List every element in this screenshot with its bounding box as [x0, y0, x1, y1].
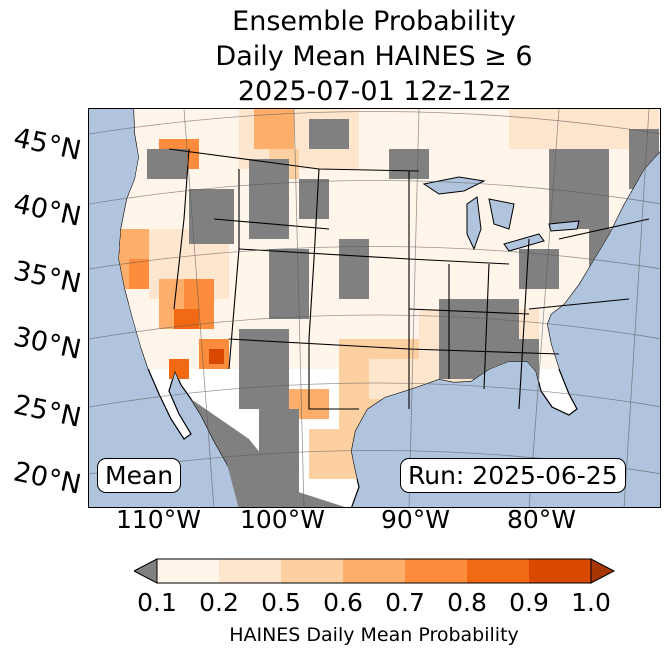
latitude-line	[89, 180, 660, 205]
no-data-area	[269, 249, 309, 319]
colorbar-tick-0-7: 0.7	[385, 588, 425, 617]
no-data-area	[549, 149, 609, 229]
shading-patch	[389, 189, 449, 309]
map-title-line3: 2025-07-01 12z-12z	[237, 76, 511, 107]
state-border	[228, 248, 240, 370]
lat-label-45n: 45°N	[10, 122, 84, 167]
lake	[488, 198, 515, 230]
state-border	[518, 238, 530, 410]
state-border	[483, 263, 490, 390]
colorbar-bin	[157, 559, 219, 583]
map-title-line1: Ensemble Probability	[232, 6, 516, 37]
state-border	[408, 308, 530, 315]
state-border	[213, 218, 330, 230]
no-data-area	[147, 149, 187, 179]
latitude-line	[89, 314, 660, 340]
colorbar-over-arrow	[590, 558, 616, 584]
colorbar-bin	[529, 559, 591, 583]
lat-label-40n: 40°N	[10, 188, 84, 233]
lon-label-90w: 90°W	[381, 505, 451, 534]
no-data-area	[191, 399, 345, 507]
colorbar-tick-0-1: 0.1	[137, 588, 177, 617]
lon-label-110w: 110°W	[116, 505, 201, 534]
colorbar-under-arrow	[134, 558, 158, 584]
state-border	[228, 338, 410, 350]
shading-patch	[174, 309, 199, 329]
lake	[422, 176, 486, 195]
longitude-line	[528, 109, 560, 507]
no-data-area	[339, 239, 369, 299]
colorbar	[134, 558, 616, 584]
longitude-line	[408, 109, 420, 507]
great-lakes	[422, 176, 580, 252]
state-border	[308, 339, 359, 410]
map-title-line2: Daily Mean HAINES ≥ 6	[215, 41, 533, 72]
colorbar-bin	[219, 559, 281, 583]
state-border	[308, 258, 315, 340]
lat-label-25n: 25°N	[10, 389, 84, 434]
colorbar-tick-1-0: 1.0	[571, 588, 611, 617]
no-data-area	[519, 249, 559, 289]
colorbar-tick-0-5: 0.5	[261, 588, 301, 617]
colorbar-bin	[281, 559, 343, 583]
state-border	[408, 258, 510, 265]
shading-patch	[309, 429, 359, 479]
lake	[503, 233, 545, 252]
state-border	[238, 248, 410, 260]
no-data-area	[249, 159, 289, 239]
shading-patch	[254, 109, 294, 149]
latitude-line	[89, 246, 660, 270]
colorbar-tick-0-6: 0.6	[323, 588, 363, 617]
colorbar-bin	[405, 559, 467, 583]
longitude-line	[293, 109, 305, 507]
colorbar-bin	[467, 559, 529, 583]
longitude-line	[183, 109, 215, 507]
longitude-line	[623, 109, 650, 507]
state-border	[313, 168, 320, 260]
graticule-lines	[89, 109, 660, 507]
colorbar-label: HAINES Daily Mean Probability	[229, 624, 519, 646]
no-data-area	[189, 189, 234, 244]
lat-label-20n: 20°N	[10, 456, 84, 501]
probability-map	[88, 108, 661, 508]
latitude-line	[89, 382, 660, 408]
no-data-area	[309, 119, 349, 149]
colorbar-tick-0-8: 0.8	[447, 588, 487, 617]
mean-label-box: Mean	[97, 458, 182, 493]
state-border	[558, 218, 650, 240]
lat-label-35n: 35°N	[10, 255, 84, 300]
shading-patch	[169, 359, 189, 379]
colorbar-outline	[156, 558, 592, 584]
lat-label-30n: 30°N	[10, 321, 84, 366]
lon-label-80w: 80°W	[507, 505, 577, 534]
latitude-line	[89, 111, 660, 135]
lake	[466, 196, 482, 251]
colorbar-tick-0-9: 0.9	[509, 588, 549, 617]
run-date-box: Run: 2025-06-25	[400, 458, 626, 493]
colorbar-bin	[343, 559, 405, 583]
shading-patch	[209, 349, 224, 364]
state-border	[408, 348, 560, 355]
map-canvas	[89, 109, 660, 507]
lon-label-100w: 100°W	[240, 505, 325, 534]
shading-patch	[129, 259, 149, 289]
state-border	[173, 218, 185, 310]
no-data-area	[299, 179, 329, 219]
colorbar-tick-0-2: 0.2	[199, 588, 239, 617]
state-border	[528, 298, 630, 310]
